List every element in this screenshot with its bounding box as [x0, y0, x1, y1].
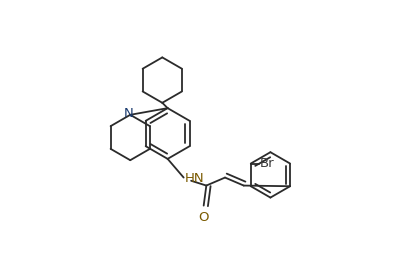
- Text: HN: HN: [185, 172, 204, 185]
- Text: N: N: [124, 107, 134, 120]
- Text: Br: Br: [259, 157, 274, 170]
- Text: O: O: [199, 211, 209, 224]
